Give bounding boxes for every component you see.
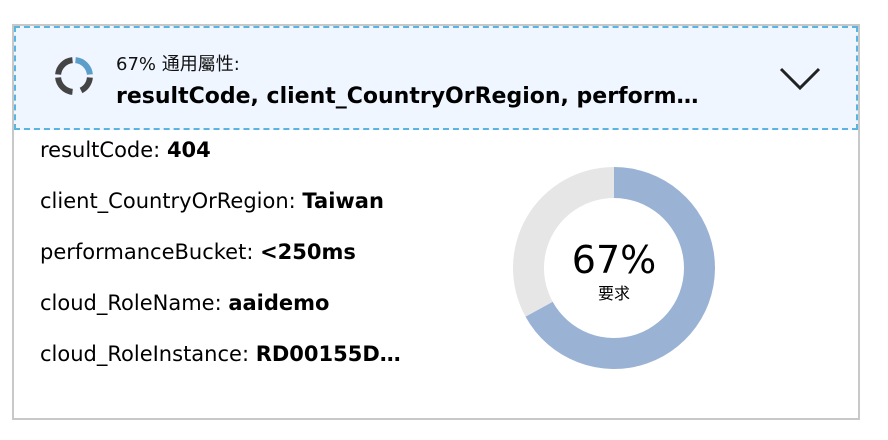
property-row: performanceBucket: <250ms [40,240,401,291]
property-name: cloud_RoleName: [40,291,229,315]
property-row: client_CountryOrRegion: Taiwan [40,189,401,240]
property-name: performanceBucket: [40,240,261,264]
property-name: resultCode: [40,138,167,162]
property-row: cloud_RoleName: aaidemo [40,291,401,342]
header-properties: resultCode, client_CountryOrRegion, perf… [116,84,699,109]
property-value: Taiwan [302,189,384,213]
requests-donut-chart [513,167,715,369]
property-name: client_CountryOrRegion: [40,189,303,213]
common-properties-card: 67% 通用屬性: resultCode, client_CountryOrRe… [12,24,860,420]
card-header-toggle[interactable]: 67% 通用屬性: resultCode, client_CountryOrRe… [14,26,858,130]
donut-center-label: 要求 [597,284,630,303]
property-row: cloud_RoleInstance: RD00155D… [40,342,401,393]
property-value: <250ms [260,240,356,264]
progress-ring-icon [55,57,93,95]
property-list: resultCode: 404 client_CountryOrRegion: … [40,138,401,393]
donut-slice-remainder [513,167,614,317]
chevron-down-icon[interactable] [778,66,822,92]
property-value: RD00155D… [255,342,401,366]
property-row: resultCode: 404 [40,138,401,189]
donut-center-value: 67% [571,238,657,282]
header-percent-label: 67% 通用屬性: [116,54,240,75]
property-value: 404 [166,138,211,162]
donut-slice-requests [525,167,715,369]
property-value: aaidemo [228,291,330,315]
property-name: cloud_RoleInstance: [40,342,256,366]
